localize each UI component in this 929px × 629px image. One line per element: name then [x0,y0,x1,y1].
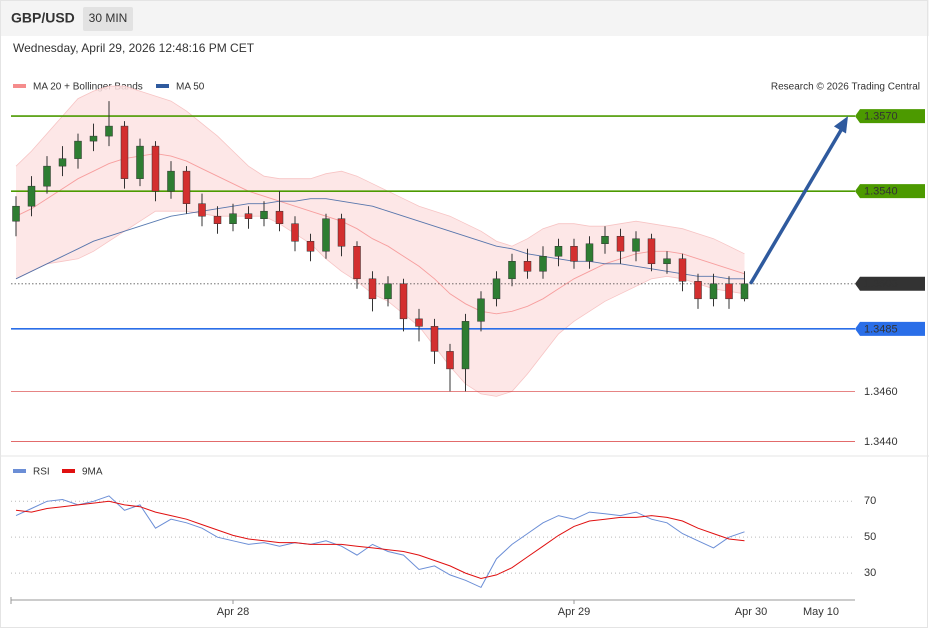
y-tick-label: 30 [864,567,876,579]
candle-body [337,218,346,247]
candle-body [58,158,67,167]
candle-body [275,210,284,224]
timeframe-button[interactable] [83,7,133,31]
candle-body [105,125,113,137]
projection-arrow [748,124,846,285]
candle-body [709,283,718,300]
candle-body [632,238,640,252]
candle-body [244,213,253,219]
level-label: 1.3485 [864,323,898,335]
level-label: 1.3540 [864,186,898,198]
candle-body [523,261,532,272]
level-label: 1.3570 [864,110,898,122]
timestamp: Wednesday, April 29, 2026 12:48:16 PM CE… [13,41,255,55]
candle-body [663,258,671,265]
level-tag [855,109,925,124]
bollinger-lower [15,210,745,397]
candle-body [368,278,377,300]
level-tag [855,276,925,291]
candle-body [89,135,98,142]
candle-body [725,283,733,300]
candle-body [740,283,749,300]
candle-body [27,185,36,207]
legend-swatch [13,84,26,88]
header-bar [0,0,929,36]
legend-label: RSI [33,467,50,478]
candle-body [213,215,222,224]
candle-body [430,326,439,352]
candle-body [508,261,516,280]
candle-body [43,165,51,187]
candle-body [694,281,702,300]
level-tag [855,184,925,199]
bollinger-band [16,86,745,397]
candle-body [182,170,191,204]
candle-body [399,283,408,320]
candle-body [678,258,687,282]
level-tag [855,321,925,336]
x-tick-label: Apr 30 [735,606,767,618]
legend-label: MA 20 + Bollinger Bands [33,82,143,93]
candle-body [585,243,594,262]
candle-body [539,256,547,272]
candle-body [477,298,485,322]
symbol: GBP/USD [11,10,75,26]
moving-average [15,198,745,280]
candle-body [570,245,578,262]
candle-body [229,213,237,224]
candle-body [461,321,470,370]
candle-body [151,145,160,192]
candle-body [446,351,454,370]
candle-body [554,245,563,257]
candle-body [647,238,656,265]
x-tick-label: Apr 28 [217,606,249,618]
candle-body [616,235,625,252]
candle-body [12,205,20,222]
rsi-line [15,500,745,580]
candle-body [384,283,392,300]
rsi-line [15,495,745,589]
candle-body [120,125,129,179]
x-tick-label: Apr 29 [558,606,590,618]
candle-body [198,203,206,217]
legend-label: 9MA [82,467,103,478]
candle-body [260,210,268,219]
candle-body [74,140,82,159]
candle-body [322,218,330,252]
legend-swatch [62,469,75,473]
timeframe[interactable]: 30 MIN [89,11,128,25]
level-label: 1.3440 [864,436,898,448]
candle-body [291,223,299,242]
y-tick-label: 50 [864,531,876,543]
bollinger-upper [15,85,745,255]
candle-body [167,170,175,192]
legend-swatch [13,469,26,473]
arrow-head [833,116,848,134]
legend-label: MA 50 [176,82,205,93]
legend-swatch [156,84,169,88]
candle-body [492,278,501,300]
candle-body [353,245,361,280]
candle-body [601,235,609,244]
candle-body [136,145,144,179]
level-label: 1.3460 [864,386,898,398]
y-tick-label: 70 [864,495,876,507]
x-tick-label: May 10 [803,606,839,618]
candle-body [306,240,315,252]
credit: Research © 2026 Trading Central [771,82,920,93]
candle-body [415,318,423,327]
level-label: 1.3503 [864,278,898,290]
